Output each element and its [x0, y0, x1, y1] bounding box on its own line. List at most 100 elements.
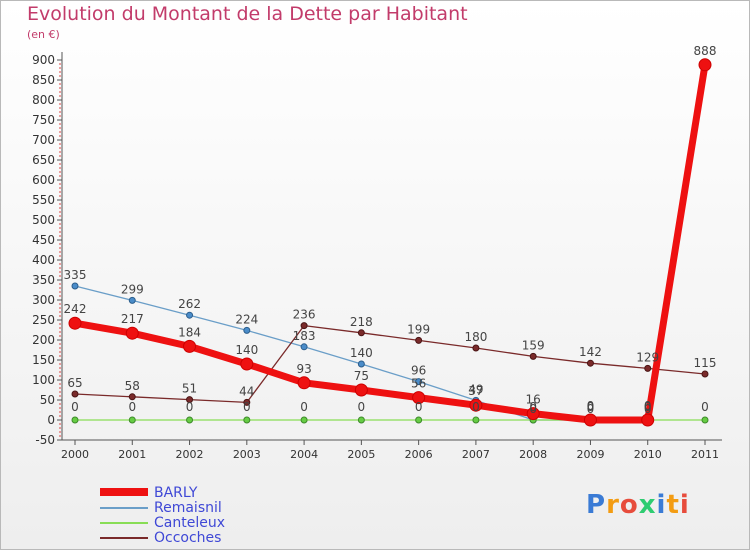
legend-swatch-barly	[100, 488, 148, 496]
data-label-remaisnil: 0	[644, 402, 652, 416]
logo-letter: x	[638, 490, 657, 520]
data-label-canteleux: 0	[300, 400, 308, 414]
y-tick-label: 50	[40, 393, 55, 407]
data-label-remaisnil: 96	[411, 364, 426, 378]
data-label-occoches: 218	[350, 315, 373, 329]
data-label-occoches: 180	[464, 330, 487, 344]
data-point-barly	[68, 316, 82, 330]
x-tick-label: 2010	[634, 448, 662, 461]
data-label-canteleux: 0	[472, 400, 480, 414]
data-label-remaisnil: 262	[178, 297, 201, 311]
data-point-canteleux	[186, 416, 194, 424]
data-label-remaisnil: 299	[121, 282, 144, 296]
data-point-remaisnil	[300, 343, 308, 351]
data-label-occoches: 159	[522, 338, 545, 352]
data-point-canteleux	[701, 416, 709, 424]
data-point-barly	[354, 383, 368, 397]
data-point-barly	[469, 398, 483, 412]
y-tick-label: 850	[32, 73, 55, 87]
data-point-remaisnil	[243, 326, 251, 334]
data-label-occoches: 58	[125, 379, 140, 393]
y-tick-label: 250	[32, 313, 55, 327]
logo-letter: o	[619, 490, 639, 520]
data-label-remaisnil: 0	[529, 402, 537, 416]
data-point-occoches	[357, 329, 365, 337]
logo-letter: r	[606, 490, 620, 520]
data-label-barly: 37	[468, 384, 483, 398]
data-point-occoches	[701, 370, 709, 378]
y-tick-label: 600	[32, 173, 55, 187]
legend-label-canteleux: Canteleux	[154, 515, 225, 531]
data-point-remaisnil	[415, 378, 423, 386]
data-label-canteleux: 0	[644, 400, 652, 414]
x-tick-label: 2000	[61, 448, 89, 461]
data-point-occoches	[644, 364, 652, 372]
legend-swatch-canteleux	[100, 522, 148, 524]
x-tick-label: 2006	[405, 448, 433, 461]
x-tick-label: 2001	[118, 448, 146, 461]
data-point-canteleux	[243, 416, 251, 424]
data-label-remaisnil: 183	[293, 329, 316, 343]
series-line-barly	[71, 61, 709, 424]
logo-letter: t	[666, 490, 680, 520]
data-label-canteleux: 0	[701, 400, 709, 414]
data-point-occoches	[472, 344, 480, 352]
x-tick-label: 2002	[176, 448, 204, 461]
data-label-barly: 0	[644, 399, 652, 413]
data-label-occoches: 65	[67, 376, 82, 390]
data-point-canteleux	[300, 416, 308, 424]
data-label-barly: 217	[121, 312, 144, 326]
data-point-remaisnil	[186, 311, 194, 319]
data-label-canteleux: 0	[128, 400, 136, 414]
data-point-occoches	[243, 398, 251, 406]
x-tick-label: 2005	[347, 448, 375, 461]
data-point-occoches	[415, 336, 423, 344]
data-point-barly	[641, 413, 655, 427]
legend-label-occoches: Occoches	[154, 530, 222, 546]
logo-letter: i	[656, 490, 667, 520]
data-label-canteleux: 0	[587, 400, 595, 414]
x-tick-label: 2011	[691, 448, 719, 461]
data-point-remaisnil	[71, 282, 79, 290]
data-label-occoches: 51	[182, 382, 197, 396]
logo-letter: P	[586, 490, 607, 520]
data-point-canteleux	[472, 416, 480, 424]
y-tick-label: 300	[32, 293, 55, 307]
data-label-canteleux: 0	[71, 400, 79, 414]
x-tick-label: 2004	[290, 448, 318, 461]
y-tick-label: 750	[32, 113, 55, 127]
data-label-occoches: 115	[694, 356, 717, 370]
legend-swatch-occoches	[100, 537, 148, 539]
data-label-occoches: 142	[579, 345, 602, 359]
data-label-occoches: 236	[293, 308, 316, 322]
logo-letter: i	[679, 490, 690, 520]
legend-label-barly: BARLY	[154, 485, 198, 501]
legend-swatch-remaisnil	[100, 507, 148, 509]
data-point-canteleux	[128, 416, 136, 424]
x-tick-label: 2009	[576, 448, 604, 461]
data-point-barly	[698, 58, 712, 72]
x-tick-label: 2003	[233, 448, 261, 461]
data-point-barly	[412, 391, 426, 405]
data-label-canteleux: 0	[415, 400, 423, 414]
y-tick-label: 400	[32, 253, 55, 267]
x-tick-label: 2008	[519, 448, 547, 461]
y-tick-label: 150	[32, 353, 55, 367]
data-label-remaisnil: 140	[350, 346, 373, 360]
data-label-barly: 75	[354, 369, 369, 383]
series-line-occoches	[74, 324, 706, 404]
x-tick-label: 2007	[462, 448, 490, 461]
data-label-remaisnil: 0	[587, 402, 595, 416]
data-label-canteleux: 0	[529, 400, 537, 414]
data-label-occoches: 44	[239, 384, 254, 398]
data-point-occoches	[586, 359, 594, 367]
data-label-remaisnil: 49	[468, 382, 483, 396]
data-point-barly	[297, 376, 311, 390]
chart-title: Evolution du Montant de la Dette par Hab…	[27, 3, 468, 25]
data-label-barly: 140	[235, 343, 258, 357]
data-point-canteleux	[71, 416, 79, 424]
data-point-occoches	[529, 352, 537, 360]
legend-label-remaisnil: Remaisnil	[154, 500, 222, 516]
